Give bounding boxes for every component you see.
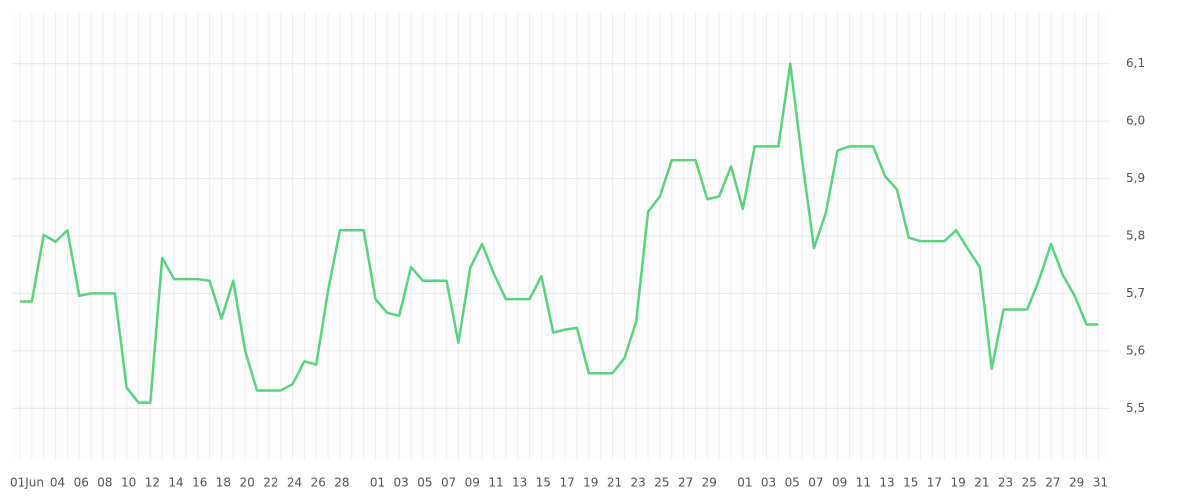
x-tick-label: 19 bbox=[951, 476, 966, 490]
x-tick-label: 31 bbox=[1093, 476, 1108, 490]
x-tick-label: 19 bbox=[583, 476, 598, 490]
x-tick-label: 18 bbox=[216, 476, 231, 490]
x-tick-label: 23 bbox=[631, 476, 646, 490]
x-tick-label: 17 bbox=[559, 476, 574, 490]
y-tick-label: 5,6 bbox=[1126, 343, 1145, 357]
x-tick-label: 20 bbox=[240, 476, 255, 490]
x-tick-label: 15 bbox=[903, 476, 918, 490]
x-tick-label: 13 bbox=[512, 476, 527, 490]
line bbox=[20, 62, 1099, 404]
y-tick-label: 5,9 bbox=[1126, 171, 1145, 185]
x-tick-label: 01Jun bbox=[10, 476, 44, 490]
x-tick-label: 07 bbox=[808, 476, 823, 490]
x-tick-label: 08 bbox=[97, 476, 112, 490]
x-tick-label: 27 bbox=[1045, 476, 1060, 490]
x-tick-label: 09 bbox=[832, 476, 847, 490]
x-tick-label: 25 bbox=[654, 476, 669, 490]
x-tick-label: 05 bbox=[785, 476, 800, 490]
y-tick-label: 6,1 bbox=[1126, 56, 1145, 70]
y-tick-label: 5,7 bbox=[1126, 286, 1145, 300]
x-tick-label: 01 bbox=[737, 476, 752, 490]
x-tick-label: 17 bbox=[927, 476, 942, 490]
x-tick-label: 21 bbox=[607, 476, 622, 490]
x-tick-label: 11 bbox=[488, 476, 503, 490]
x-tick-label: 09 bbox=[465, 476, 480, 490]
x-tick-label: 01 bbox=[370, 476, 385, 490]
y-tick-label: 6,0 bbox=[1126, 114, 1145, 128]
x-tick-label: 26 bbox=[311, 476, 326, 490]
x-tick-label: 21 bbox=[974, 476, 989, 490]
x-tick-label: 22 bbox=[263, 476, 278, 490]
x-tick-label: 23 bbox=[998, 476, 1013, 490]
x-tick-label: 07 bbox=[441, 476, 456, 490]
x-tick-label: 12 bbox=[145, 476, 160, 490]
x-tick-label: 03 bbox=[761, 476, 776, 490]
x-tick-label: 04 bbox=[50, 476, 65, 490]
x-tick-label: 15 bbox=[536, 476, 551, 490]
x-tick-label: 27 bbox=[678, 476, 693, 490]
x-tick-label: 06 bbox=[74, 476, 89, 490]
x-tick-label: 24 bbox=[287, 476, 302, 490]
x-tick-label: 10 bbox=[121, 476, 136, 490]
x-tick-label: 03 bbox=[394, 476, 409, 490]
x-tick-label: 14 bbox=[168, 476, 183, 490]
x-tick-label: 29 bbox=[1069, 476, 1084, 490]
y-tick-label: 5,8 bbox=[1126, 229, 1145, 243]
x-tick-label: 13 bbox=[879, 476, 894, 490]
x-tick-label: 29 bbox=[702, 476, 717, 490]
x-tick-label: 11 bbox=[856, 476, 871, 490]
x-tick-label: 05 bbox=[417, 476, 432, 490]
x-tick-label: 16 bbox=[192, 476, 207, 490]
y-tick-label: 5,5 bbox=[1126, 401, 1145, 415]
x-tick-label: 25 bbox=[1022, 476, 1037, 490]
x-tick-label: 28 bbox=[334, 476, 349, 490]
